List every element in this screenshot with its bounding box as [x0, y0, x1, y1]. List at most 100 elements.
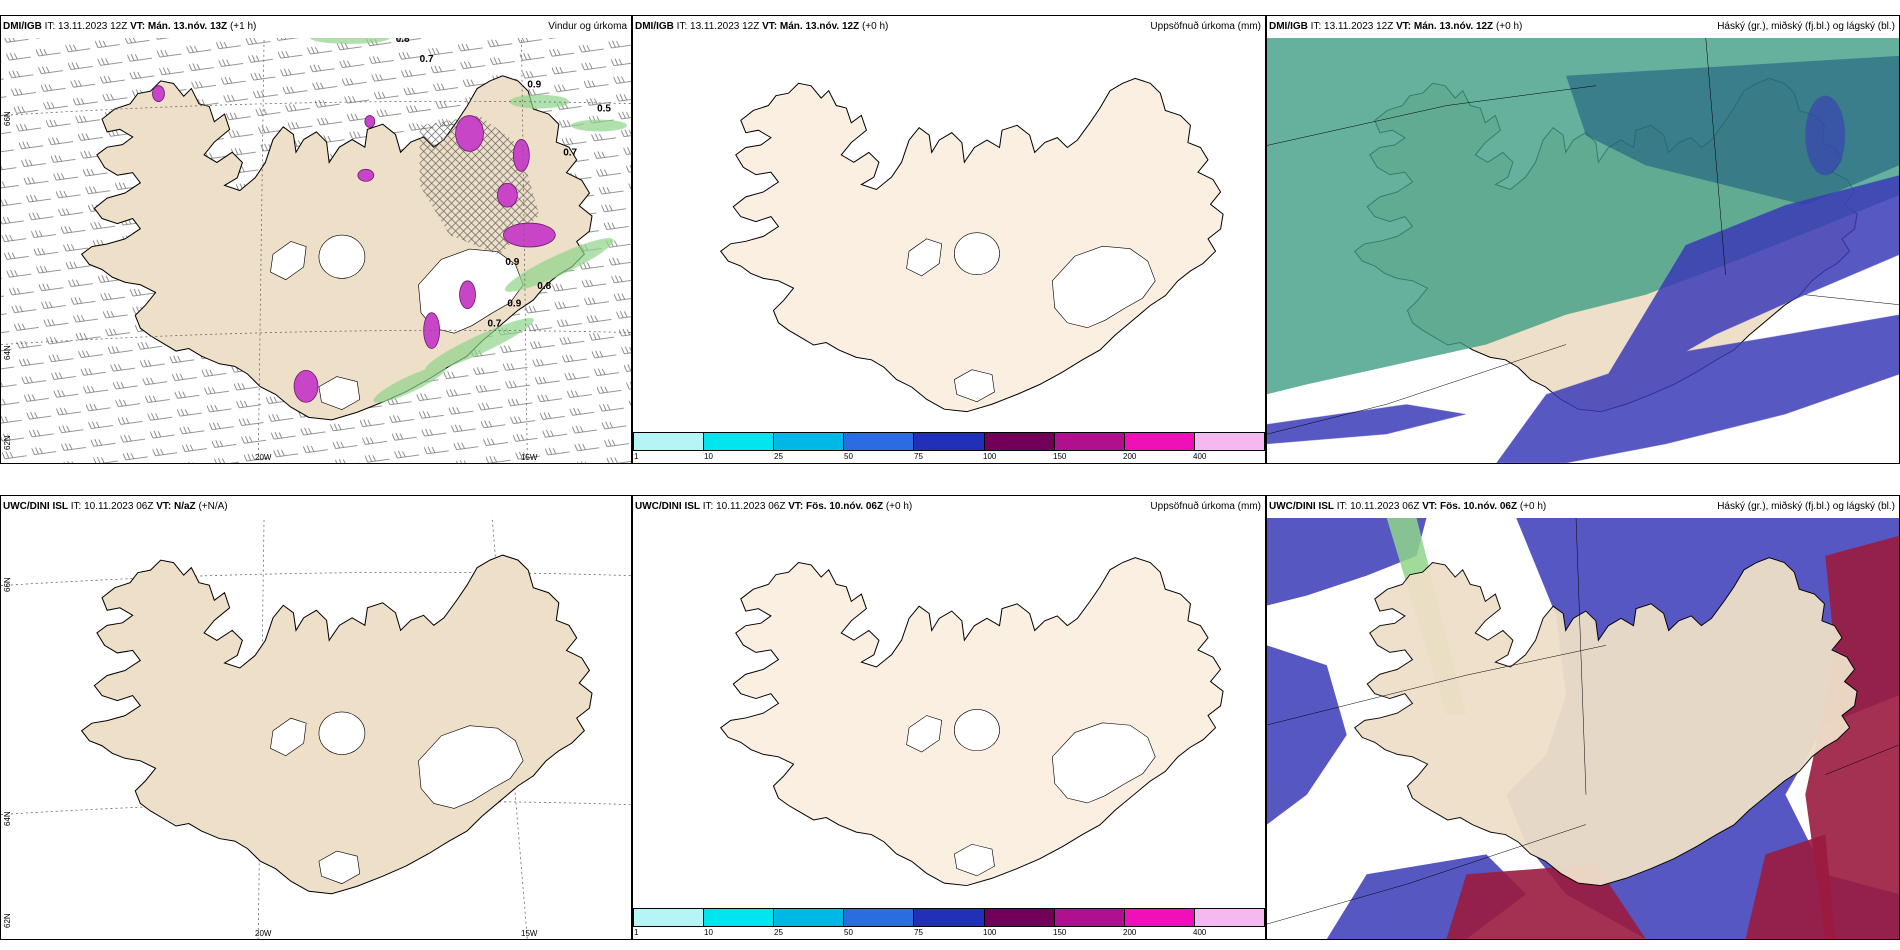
lat-label: 62N — [3, 913, 12, 928]
product-title: Vindur og úrkoma — [548, 21, 627, 32]
colorbar-tick: 200 — [1123, 928, 1137, 937]
colorbar-cell — [704, 433, 775, 450]
precip-areas — [152, 85, 556, 403]
colorbar-cell — [774, 433, 845, 450]
colorbar-cell — [914, 433, 985, 450]
map-panel-dmi-precip[interactable]: DMI/IGB IT: 13.11.2023 12Z VT: Mán. 13.n… — [632, 15, 1266, 464]
colorbar-ticks: 1 10 25 50 75 100 150 200 400 — [633, 451, 1265, 463]
colorbar-legend: 1 10 25 50 75 100 150 200 400 — [633, 432, 1265, 463]
wind-precip-map — [1, 509, 631, 939]
model-name: DMI/IGB — [1269, 21, 1308, 32]
colorbar-cells — [633, 432, 1265, 451]
map-panel-uwc-wind[interactable]: UWC/DINI ISL IT: 10.11.2023 06Z VT: N/aZ… — [0, 495, 632, 940]
cloud-cover-map — [1267, 35, 1899, 463]
colorbar-tick: 1 — [634, 452, 639, 461]
valid-time: VT: Mán. 13.nóv. 12Z — [1396, 21, 1494, 32]
colorbar-cell — [1194, 433, 1264, 450]
contour-label: 0.8 — [396, 34, 410, 45]
colorbar-tick: 100 — [983, 452, 997, 461]
map-panel-uwc-precip[interactable]: UWC/DINI ISL IT: 10.11.2023 06Z VT: Fös.… — [632, 495, 1266, 940]
lat-label: 66N — [3, 577, 12, 592]
model-name: DMI/IGB — [3, 21, 42, 32]
colorbar-tick: 1 — [634, 928, 639, 937]
colorbar-tick: 400 — [1193, 452, 1207, 461]
contour-label: 0.5 — [597, 104, 611, 115]
valid-time: VT: Fös. 10.nóv. 06Z — [1422, 501, 1518, 512]
forecast-offset: (+0 h) — [885, 501, 913, 512]
init-time: IT: 13.11.2023 12Z — [1310, 21, 1394, 32]
colorbar-cell — [844, 433, 915, 450]
colorbar-tick: 200 — [1123, 452, 1137, 461]
panel-header: UWC/DINI ISL IT: 10.11.2023 06Z VT: Fös.… — [633, 496, 1265, 518]
panel-header: UWC/DINI ISL IT: 10.11.2023 06Z VT: Fös.… — [1267, 496, 1899, 518]
contour-label: 0.7 — [420, 54, 434, 65]
lat-label: 64N — [3, 345, 12, 360]
panel-header: UWC/DINI ISL IT: 10.11.2023 06Z VT: N/aZ… — [1, 496, 631, 518]
panel-header: DMI/IGB IT: 13.11.2023 12Z VT: Mán. 13.n… — [1267, 16, 1899, 38]
colorbar-cell — [914, 909, 985, 926]
contour-label: 0.7 — [563, 147, 577, 158]
cloud-cover-map — [1267, 517, 1899, 939]
colorbar-tick: 400 — [1193, 928, 1207, 937]
contour-label: 0.9 — [507, 299, 521, 310]
product-title: Háský (gr.), miðský (fj.bl.) og lágský (… — [1717, 501, 1895, 512]
colorbar-tick: 150 — [1053, 452, 1067, 461]
colorbar-tick: 50 — [844, 452, 853, 461]
forecast-offset: (+0 h) — [1495, 21, 1523, 32]
contour-label: 0.8 — [537, 281, 551, 292]
product-title: Háský (gr.), miðský (fj.bl.) og lágský (… — [1717, 21, 1895, 32]
valid-time: VT: Mán. 13.nóv. 12Z — [762, 21, 860, 32]
colorbar-tick: 75 — [914, 452, 923, 461]
panel-header: DMI/IGB IT: 13.11.2023 12Z VT: Mán. 13.n… — [1, 16, 631, 38]
colorbar-cell — [984, 433, 1055, 450]
model-name: UWC/DINI ISL — [3, 501, 68, 512]
model-name: UWC/DINI ISL — [635, 501, 700, 512]
colorbar-cell — [634, 909, 705, 926]
forecast-offset: (+0 h) — [1519, 501, 1547, 512]
precip-map — [720, 557, 1224, 887]
colorbar-legend: 1 10 25 50 75 100 150 200 400 — [633, 908, 1265, 939]
contour-label: 0.7 — [487, 319, 501, 330]
colorbar-cell — [844, 909, 915, 926]
contour-label: 0.9 — [527, 80, 541, 91]
contour-label: 0.9 — [505, 257, 519, 268]
forecast-offset: (+1 h) — [229, 21, 257, 32]
colorbar-cell — [1124, 433, 1195, 450]
precip-map — [720, 77, 1224, 413]
panel-header: DMI/IGB IT: 13.11.2023 12Z VT: Mán. 13.n… — [633, 16, 1265, 38]
colorbar-cell — [634, 433, 705, 450]
lon-label: 15W — [521, 929, 538, 938]
map-panel-uwc-cloud[interactable]: UWC/DINI ISL IT: 10.11.2023 06Z VT: Fös.… — [1266, 495, 1900, 940]
colorbar-cell — [1194, 909, 1264, 926]
colorbar-cell — [1054, 909, 1125, 926]
colorbar-cell — [774, 909, 845, 926]
model-name: UWC/DINI ISL — [1269, 501, 1334, 512]
init-time: IT: 10.11.2023 06Z — [70, 501, 154, 512]
init-time: IT: 10.11.2023 06Z — [702, 501, 786, 512]
colorbar-tick: 150 — [1053, 928, 1067, 937]
colorbar-ticks: 1 10 25 50 75 100 150 200 400 — [633, 927, 1265, 939]
map-panel-dmi-wind[interactable]: DMI/IGB IT: 13.11.2023 12Z VT: Mán. 13.n… — [0, 15, 632, 464]
colorbar-cells — [633, 908, 1265, 927]
valid-time: VT: N/aZ — [156, 501, 196, 512]
lon-label: 20W — [255, 453, 272, 462]
forecast-offset: (+0 h) — [861, 21, 889, 32]
lat-label: 64N — [3, 811, 12, 826]
colorbar-tick: 25 — [774, 928, 783, 937]
init-time: IT: 13.11.2023 12Z — [676, 21, 760, 32]
model-name: DMI/IGB — [635, 21, 674, 32]
colorbar-tick: 25 — [774, 452, 783, 461]
lon-label: 20W — [255, 929, 272, 938]
colorbar-tick: 75 — [914, 928, 923, 937]
product-title: Uppsöfnuð úrkoma (mm) — [1150, 501, 1261, 512]
init-time: IT: 13.11.2023 12Z — [44, 21, 128, 32]
colorbar-tick: 100 — [983, 928, 997, 937]
product-title: Uppsöfnuð úrkoma (mm) — [1150, 21, 1261, 32]
lat-label: 62N — [3, 435, 12, 450]
lon-label: 15W — [521, 453, 538, 462]
colorbar-tick: 50 — [844, 928, 853, 937]
init-time: IT: 10.11.2023 06Z — [1336, 501, 1420, 512]
colorbar-cell — [1054, 433, 1125, 450]
forecast-offset: (+N/A) — [198, 501, 228, 512]
map-panel-dmi-cloud[interactable]: DMI/IGB IT: 13.11.2023 12Z VT: Mán. 13.n… — [1266, 15, 1900, 464]
